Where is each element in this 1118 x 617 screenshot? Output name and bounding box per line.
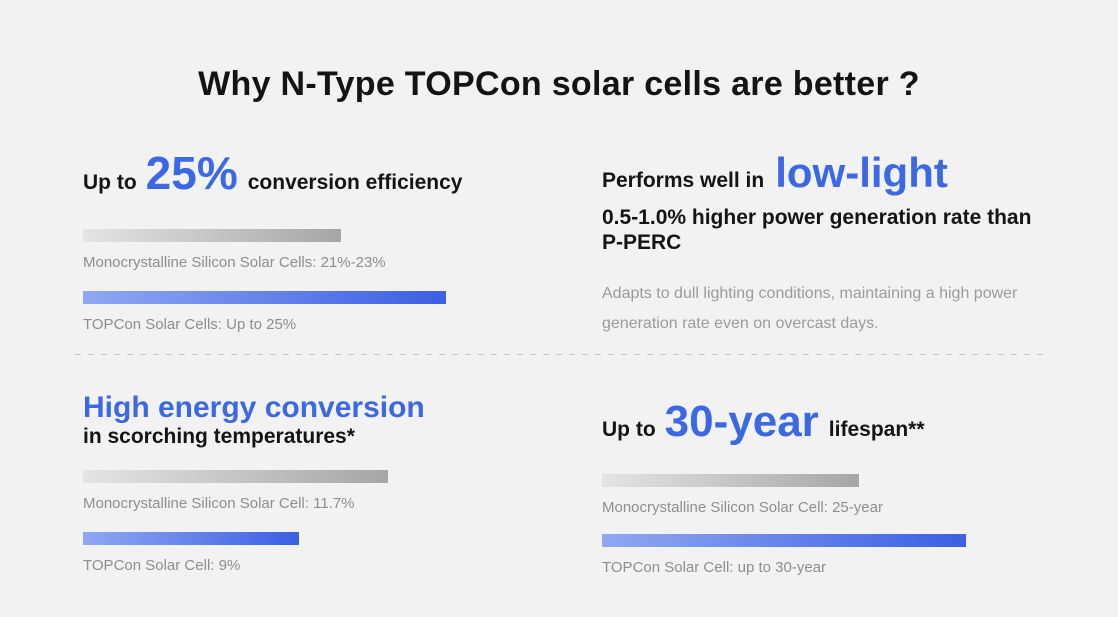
low-light-heading-highlight: low-light [775, 149, 948, 196]
heat-bar-topcon [83, 532, 299, 545]
efficiency-heading-prefix: Up to [83, 171, 137, 194]
section-low-light: Performs well in low-light 0.5-1.0% highe… [602, 150, 1072, 339]
lifespan-heading-highlight: 30-year [664, 397, 819, 446]
efficiency-heading-suffix: conversion efficiency [247, 171, 463, 194]
section-lifespan: Up to 30-year lifespan** Monocrystalline S… [602, 398, 1072, 576]
efficiency-bar-topcon [83, 291, 446, 304]
dashed-divider [75, 354, 1043, 355]
page-title: Why N-Type TOPCon solar cells are better… [198, 65, 920, 103]
section-efficiency: Up to 25% conversion efficiency Monocrysta… [83, 150, 553, 333]
low-light-description: Adapts to dull lighting conditions, main… [602, 285, 1018, 332]
low-light-subheading: 0.5-1.0% higher power generation rate th… [602, 206, 1032, 254]
lifespan-heading-prefix: Up to [602, 418, 656, 441]
efficiency-bar-topcon-label: TOPCon Solar Cells: Up to 25% [83, 316, 297, 333]
efficiency-heading-highlight: 25% [145, 147, 238, 199]
section-heat: High energy conversion in scorching temp… [83, 392, 553, 574]
lifespan-bar-topcon-label: TOPCon Solar Cell: up to 30-year [602, 559, 826, 576]
low-light-heading-prefix: Performs well in [602, 169, 765, 192]
efficiency-bar-monocrystalline-label: Monocrystalline Silicon Solar Cells: 21%… [83, 254, 386, 271]
lifespan-bar-topcon [602, 534, 966, 547]
lifespan-bar-monocrystalline-label: Monocrystalline Silicon Solar Cell: 25-y… [602, 499, 883, 516]
lifespan-bar-monocrystalline [602, 474, 859, 487]
lifespan-heading-suffix: lifespan** [828, 418, 925, 441]
heat-bar-topcon-label: TOPCon Solar Cell: 9% [83, 557, 241, 574]
heat-bar-monocrystalline [83, 470, 388, 483]
efficiency-heading: Up to 25% conversion efficiency [83, 150, 553, 208]
heat-heading-suffix: in scorching temperatures* [83, 425, 355, 448]
heat-heading: High energy conversion in scorching temp… [83, 392, 553, 449]
heat-bar-monocrystalline-label: Monocrystalline Silicon Solar Cell: 11.7… [83, 495, 355, 512]
efficiency-bar-monocrystalline [83, 229, 341, 242]
low-light-heading: Performs well in low-light [602, 150, 1072, 206]
heat-heading-highlight: High energy conversion [83, 391, 425, 424]
lifespan-heading: Up to 30-year lifespan** [602, 398, 1072, 456]
